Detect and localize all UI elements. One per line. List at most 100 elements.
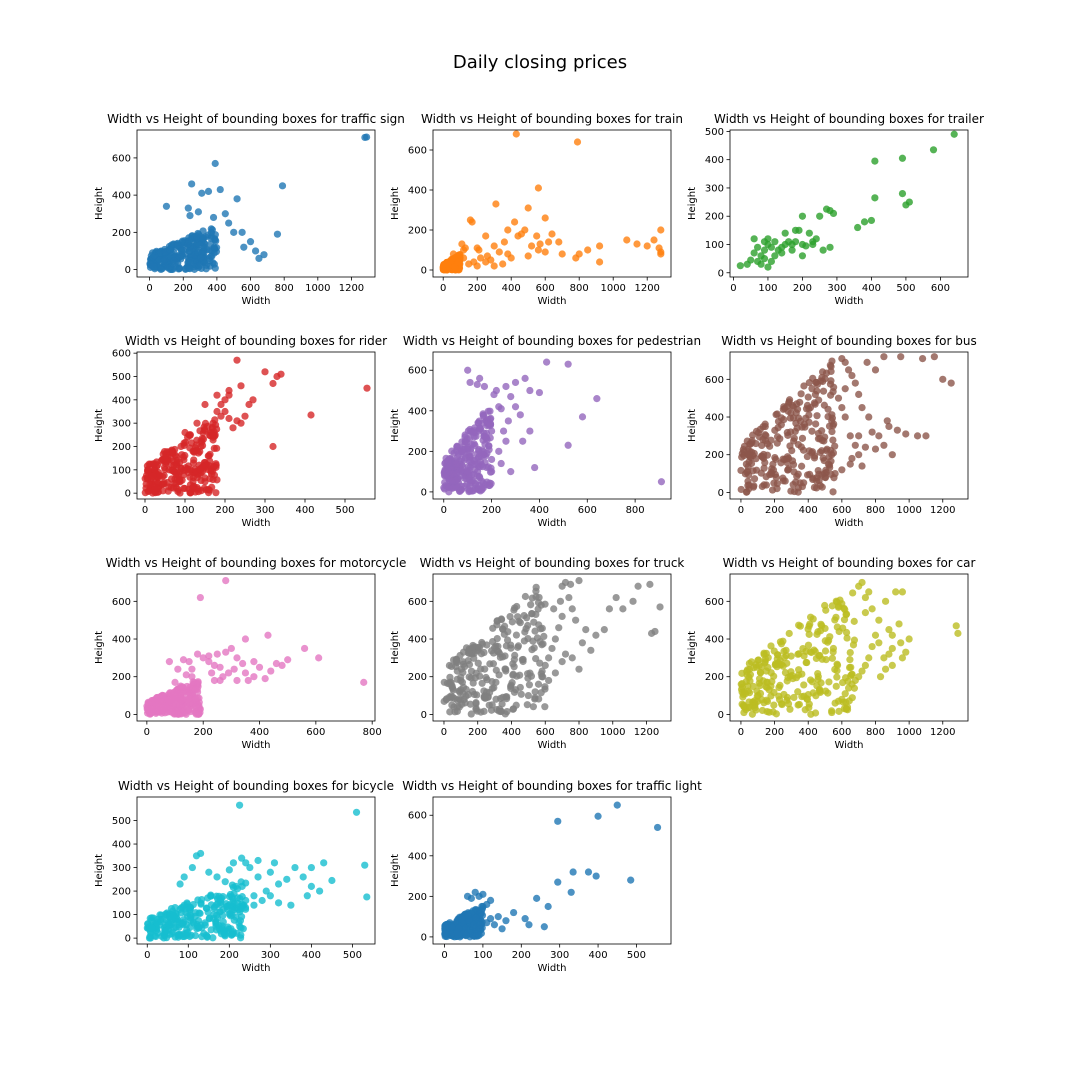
- y-tick-label: 300: [112, 419, 131, 430]
- data-point: [245, 400, 253, 409]
- data-point: [871, 631, 880, 639]
- x-axis-label: Width: [241, 963, 270, 974]
- data-point: [818, 447, 826, 455]
- data-point: [833, 623, 841, 631]
- data-point: [789, 414, 798, 422]
- data-point: [182, 671, 190, 679]
- data-point: [237, 913, 246, 921]
- data-point: [858, 667, 866, 675]
- data-point: [826, 243, 834, 251]
- data-point: [541, 600, 549, 608]
- data-point: [217, 930, 226, 938]
- data-point: [172, 470, 180, 479]
- data-point: [241, 412, 249, 420]
- data-point: [177, 442, 185, 451]
- data-point: [267, 667, 275, 675]
- x-tick-label: 200: [468, 283, 487, 294]
- data-point: [798, 212, 807, 220]
- plot-frame: [136, 351, 376, 500]
- x-axis-label: Width: [537, 740, 566, 751]
- data-point: [736, 262, 744, 270]
- data-point: [328, 876, 336, 885]
- y-tick-label: 0: [421, 487, 427, 498]
- data-point: [227, 644, 235, 653]
- data-point: [737, 485, 745, 494]
- data-point: [503, 693, 511, 701]
- data-point: [821, 473, 829, 481]
- data-point: [461, 663, 469, 671]
- data-point: [509, 670, 517, 678]
- data-point: [824, 405, 832, 413]
- data-point: [473, 380, 481, 389]
- data-point: [835, 602, 843, 610]
- data-point: [240, 243, 248, 251]
- data-point: [494, 913, 502, 921]
- x-tick-label: 1000: [896, 727, 921, 738]
- data-point: [201, 400, 209, 409]
- data-point: [844, 366, 853, 374]
- data-point: [531, 695, 539, 703]
- data-point: [833, 667, 841, 675]
- data-point: [836, 596, 844, 604]
- panel-title: Width vs Height of bounding boxes for tr…: [107, 112, 405, 126]
- data-point: [833, 661, 842, 669]
- data-point: [216, 676, 224, 685]
- x-axis-label: Width: [537, 296, 566, 307]
- data-point: [497, 459, 505, 468]
- data-point: [205, 486, 213, 494]
- data-point: [205, 452, 213, 460]
- x-tick-label: 400: [862, 283, 881, 294]
- data-point: [555, 624, 563, 632]
- data-point: [520, 637, 528, 645]
- data-point: [819, 246, 827, 254]
- y-tick-label: 400: [705, 413, 724, 424]
- panel-title: Width vs Height of bounding boxes for mo…: [106, 556, 407, 570]
- data-point: [773, 439, 781, 447]
- data-point: [464, 427, 472, 435]
- data-point: [744, 687, 753, 695]
- y-tick-label: 200: [112, 228, 131, 239]
- data-point: [212, 926, 221, 934]
- data-point: [173, 459, 181, 467]
- x-tick-label: 500: [343, 950, 362, 961]
- data-point: [142, 480, 150, 488]
- data-point: [516, 411, 524, 419]
- data-point: [541, 661, 549, 670]
- data-point: [191, 685, 199, 694]
- y-tick-label: 600: [408, 146, 427, 157]
- data-point: [871, 445, 880, 453]
- data-point: [773, 410, 781, 418]
- data-point: [788, 240, 796, 249]
- data-point: [749, 467, 757, 475]
- data-point: [918, 354, 927, 363]
- data-point: [151, 466, 159, 474]
- data-point: [527, 601, 535, 609]
- data-point: [507, 681, 515, 689]
- data-point: [798, 462, 806, 470]
- x-tick-label: 800: [569, 727, 588, 738]
- data-point: [446, 673, 454, 681]
- y-tick-label: 600: [408, 811, 427, 822]
- data-point: [754, 656, 762, 664]
- data-point: [445, 463, 453, 471]
- scatter-panel: Width vs Height of bounding boxes for ri…: [94, 334, 387, 529]
- data-point: [250, 901, 258, 909]
- data-point: [277, 370, 285, 378]
- data-point: [207, 926, 215, 934]
- data-point: [233, 885, 242, 893]
- data-point: [527, 672, 536, 680]
- data-point: [532, 583, 540, 591]
- data-point: [497, 707, 505, 716]
- data-point: [828, 427, 836, 436]
- y-tick-label: 400: [408, 186, 427, 197]
- data-point: [780, 403, 788, 411]
- data-point: [861, 661, 869, 670]
- data-point: [510, 908, 518, 917]
- data-point: [156, 472, 164, 480]
- data-point: [795, 666, 803, 674]
- data-point: [834, 394, 843, 402]
- data-point: [246, 238, 255, 246]
- data-point: [525, 681, 534, 689]
- data-point: [747, 459, 756, 468]
- data-point: [463, 892, 472, 900]
